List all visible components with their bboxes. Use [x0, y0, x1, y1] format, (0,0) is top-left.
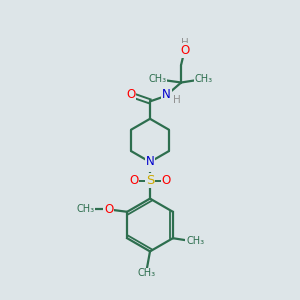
Text: CH₃: CH₃ [138, 268, 156, 278]
Text: S: S [146, 174, 154, 187]
Text: H: H [181, 38, 189, 48]
Text: CH₃: CH₃ [194, 74, 212, 85]
Text: N: N [146, 155, 154, 169]
Text: O: O [104, 203, 113, 216]
Text: H: H [173, 95, 181, 105]
Text: CH₃: CH₃ [148, 74, 166, 85]
Text: O: O [126, 88, 135, 101]
Text: O: O [129, 174, 138, 187]
Text: CH₃: CH₃ [76, 204, 94, 214]
Text: O: O [162, 174, 171, 187]
Text: CH₃: CH₃ [186, 236, 204, 246]
Text: O: O [180, 44, 189, 57]
Text: N: N [146, 158, 154, 172]
Text: N: N [162, 88, 171, 101]
